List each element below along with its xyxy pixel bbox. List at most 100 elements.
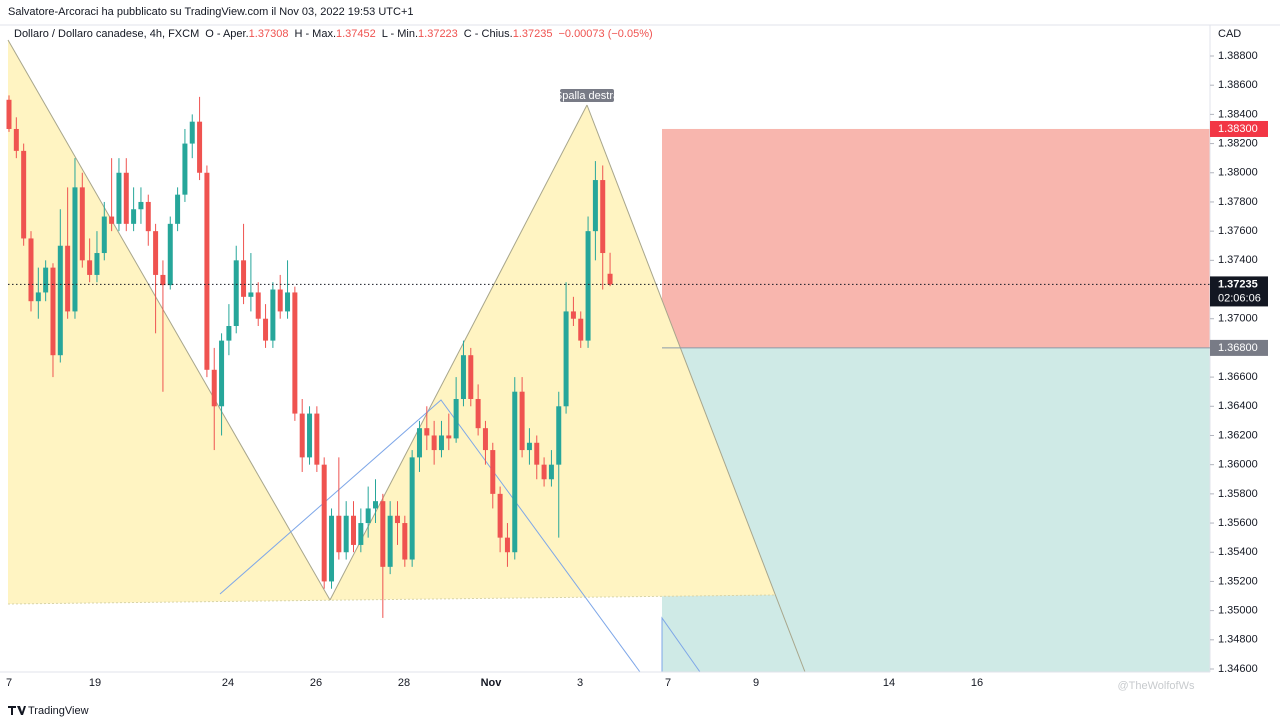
candle-body bbox=[226, 326, 232, 341]
candle-body bbox=[504, 537, 510, 553]
trend-line bbox=[661, 616, 701, 673]
stop-label-box bbox=[1210, 120, 1268, 137]
y-tick-label: 1.37000 bbox=[1218, 313, 1258, 325]
pattern-line bbox=[329, 104, 588, 601]
candle-body bbox=[468, 355, 474, 399]
candle-body bbox=[131, 209, 137, 224]
candle-body bbox=[497, 493, 503, 538]
candle-body bbox=[556, 406, 562, 465]
candle-body bbox=[438, 435, 444, 451]
candle-body bbox=[585, 231, 591, 341]
candle-body bbox=[519, 391, 525, 451]
candle-body bbox=[277, 289, 283, 312]
symbol-legend: Dollaro / Dollaro canadese, 4h, FXCM O - … bbox=[14, 28, 653, 40]
candle-body bbox=[13, 128, 19, 151]
entry-label-box bbox=[1210, 339, 1268, 356]
candle-body bbox=[87, 260, 93, 275]
candle-body bbox=[233, 260, 239, 327]
candle-body bbox=[197, 121, 203, 173]
y-tick-label: 1.35800 bbox=[1218, 488, 1258, 500]
candle-body bbox=[321, 464, 327, 582]
countdown: 02:06:06 bbox=[1218, 292, 1261, 304]
candle-body bbox=[160, 274, 166, 286]
candle-body bbox=[6, 99, 12, 129]
candle-body bbox=[175, 194, 181, 224]
h-label: H - Max. bbox=[294, 28, 336, 40]
y-tick-label: 1.37800 bbox=[1218, 196, 1258, 208]
candle-body bbox=[592, 180, 598, 232]
candle-body bbox=[72, 187, 78, 312]
c-value: 1.37235 bbox=[513, 28, 553, 40]
stop-zone bbox=[662, 128, 1210, 348]
x-tick-label: 7 bbox=[665, 677, 671, 689]
price-label: 1.37235 bbox=[1218, 278, 1258, 290]
currency: CAD bbox=[1218, 28, 1241, 40]
candle-body bbox=[475, 398, 481, 429]
candle-body bbox=[116, 172, 122, 224]
candle-body bbox=[578, 318, 584, 341]
candle-body bbox=[285, 292, 291, 312]
annotation-box bbox=[560, 89, 614, 102]
pattern-line bbox=[586, 104, 806, 673]
candle-body bbox=[248, 292, 254, 297]
candle-body bbox=[416, 428, 422, 458]
candle-body bbox=[607, 273, 613, 285]
trend-line bbox=[219, 399, 641, 673]
l-value: 1.37223 bbox=[418, 28, 458, 40]
right-shoulder bbox=[330, 105, 775, 600]
candle-body bbox=[343, 515, 349, 553]
candle-body bbox=[373, 501, 378, 509]
candle-body bbox=[123, 172, 129, 224]
candle-body bbox=[563, 311, 569, 407]
candle-body bbox=[482, 428, 488, 451]
y-tick-label: 1.38800 bbox=[1218, 50, 1258, 62]
y-tick-label: 1.35400 bbox=[1218, 546, 1258, 558]
candle-body bbox=[43, 267, 49, 293]
y-tick-label: 1.35200 bbox=[1218, 575, 1258, 587]
candle-body bbox=[57, 245, 63, 356]
h-value: 1.37452 bbox=[336, 28, 376, 40]
candle-body bbox=[541, 464, 547, 480]
x-tick-label: 19 bbox=[89, 677, 101, 689]
candle-body bbox=[138, 201, 144, 210]
o-label: O - Aper. bbox=[205, 28, 248, 40]
y-tick-label: 1.38400 bbox=[1218, 108, 1258, 120]
candle-body bbox=[600, 180, 606, 254]
candle-body bbox=[189, 121, 195, 144]
o-value: 1.37308 bbox=[249, 28, 289, 40]
candle-body bbox=[65, 245, 71, 312]
pattern-line bbox=[7, 39, 331, 601]
y-tick-label: 1.36200 bbox=[1218, 429, 1258, 441]
y-tick-label: 1.38600 bbox=[1218, 79, 1258, 91]
candle-body bbox=[351, 515, 357, 545]
x-tick-label: 28 bbox=[398, 677, 410, 689]
y-tick-label: 1.36400 bbox=[1218, 400, 1258, 412]
y-tick-label: 1.37600 bbox=[1218, 225, 1258, 237]
candle-body bbox=[365, 508, 371, 524]
candle-body bbox=[219, 340, 225, 407]
candle-body bbox=[50, 267, 56, 356]
candle-body bbox=[570, 311, 576, 319]
price-label-box bbox=[1210, 276, 1268, 307]
candle-body bbox=[460, 355, 466, 399]
candle-body bbox=[153, 231, 159, 275]
x-tick-label: 14 bbox=[883, 677, 895, 689]
candle-body bbox=[314, 413, 320, 465]
x-tick-label: 7 bbox=[6, 677, 12, 689]
candle-body bbox=[394, 515, 400, 524]
candle-body bbox=[204, 172, 210, 370]
x-tick-label: 9 bbox=[753, 677, 759, 689]
footer: TradingView bbox=[28, 705, 89, 717]
drawings bbox=[7, 39, 806, 673]
change: −0.00073 (−0.05%) bbox=[558, 28, 652, 40]
target-zone bbox=[662, 347, 1210, 672]
candle-body bbox=[270, 289, 276, 341]
y-tick-label: 1.38000 bbox=[1218, 167, 1258, 179]
candle-body bbox=[336, 515, 342, 553]
candle-body bbox=[307, 413, 313, 458]
y-tick-label: 1.34800 bbox=[1218, 634, 1258, 646]
candle-body bbox=[424, 428, 430, 436]
entry-label: 1.36800 bbox=[1218, 342, 1258, 354]
candle-body bbox=[490, 450, 496, 494]
